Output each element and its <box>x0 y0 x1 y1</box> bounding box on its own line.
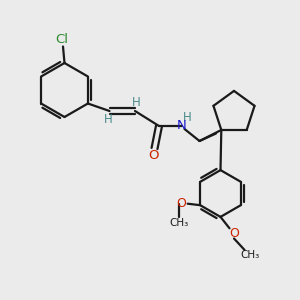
Text: N: N <box>177 119 187 132</box>
Text: Cl: Cl <box>56 33 69 46</box>
Text: O: O <box>177 197 187 210</box>
Text: O: O <box>149 148 159 162</box>
Text: H: H <box>103 113 112 126</box>
Text: H: H <box>182 111 191 124</box>
Text: O: O <box>229 227 239 240</box>
Text: H: H <box>132 96 141 109</box>
Text: CH₃: CH₃ <box>240 250 259 260</box>
Text: CH₃: CH₃ <box>169 218 188 228</box>
